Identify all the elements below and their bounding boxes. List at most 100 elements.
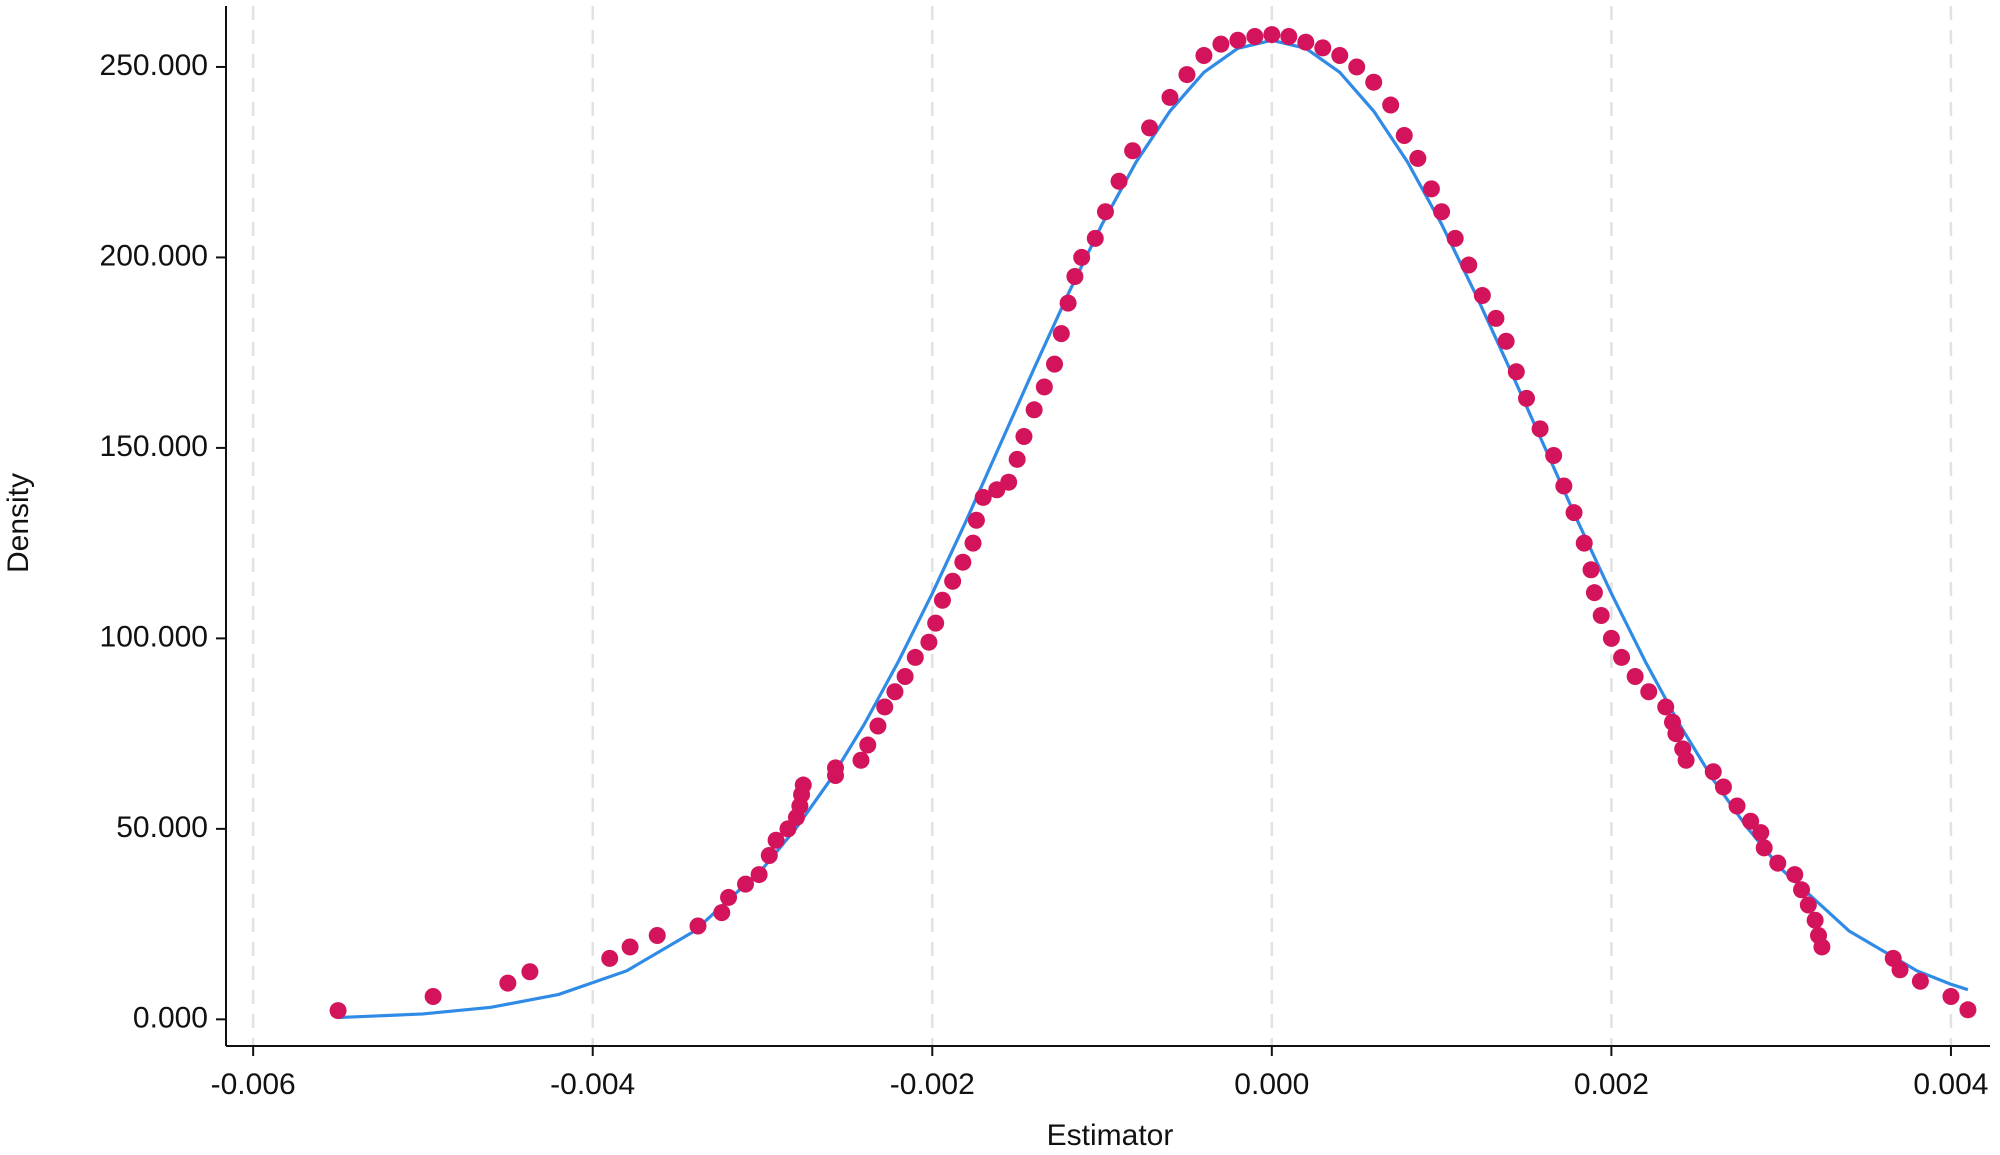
point bbox=[1769, 854, 1787, 872]
point bbox=[1096, 203, 1114, 221]
point bbox=[1786, 866, 1804, 884]
point bbox=[1066, 267, 1084, 285]
x-tick-label: -0.006 bbox=[211, 1068, 296, 1101]
x-tick-label: 0.000 bbox=[1234, 1068, 1309, 1101]
point bbox=[1263, 26, 1281, 44]
point bbox=[1297, 33, 1315, 51]
point bbox=[1433, 203, 1451, 221]
y-tick-label: 150.000 bbox=[100, 430, 208, 463]
point bbox=[1942, 987, 1960, 1005]
point bbox=[767, 831, 785, 849]
y-tick-label: 50.000 bbox=[116, 811, 208, 844]
point bbox=[1497, 332, 1515, 350]
point bbox=[1657, 698, 1675, 716]
point bbox=[1667, 725, 1685, 743]
y-axis-label: Density bbox=[2, 473, 35, 573]
point bbox=[1613, 648, 1631, 666]
y-tick-label: 250.000 bbox=[100, 49, 208, 82]
point bbox=[601, 949, 619, 967]
point bbox=[794, 776, 812, 794]
point bbox=[1507, 363, 1525, 381]
point bbox=[1518, 389, 1536, 407]
point bbox=[944, 572, 962, 590]
point bbox=[1141, 119, 1159, 137]
point bbox=[886, 683, 904, 701]
point bbox=[1161, 88, 1179, 106]
point bbox=[974, 488, 992, 506]
point bbox=[1422, 180, 1440, 198]
point bbox=[1602, 629, 1620, 647]
point bbox=[927, 614, 945, 632]
point bbox=[967, 511, 985, 529]
point bbox=[1728, 797, 1746, 815]
point bbox=[1640, 683, 1658, 701]
point bbox=[1212, 35, 1230, 53]
point bbox=[896, 667, 914, 685]
point bbox=[964, 534, 982, 552]
point bbox=[1714, 778, 1732, 796]
point bbox=[1395, 127, 1413, 145]
point bbox=[521, 963, 539, 981]
point bbox=[1891, 961, 1909, 979]
point bbox=[1626, 667, 1644, 685]
y-tick-label: 100.000 bbox=[100, 620, 208, 653]
point bbox=[1035, 378, 1053, 396]
point bbox=[329, 1002, 347, 1020]
x-tick-label: -0.004 bbox=[550, 1068, 635, 1101]
x-tick-label: 0.004 bbox=[1913, 1068, 1988, 1101]
y-tick-label: 200.000 bbox=[100, 239, 208, 272]
point bbox=[1531, 420, 1549, 438]
point bbox=[760, 847, 778, 865]
y-tick-label: 0.000 bbox=[133, 1001, 208, 1034]
point bbox=[1704, 763, 1722, 781]
point bbox=[1460, 256, 1478, 274]
point bbox=[1487, 309, 1505, 327]
point bbox=[1229, 31, 1247, 49]
point bbox=[1793, 881, 1811, 899]
point bbox=[689, 917, 707, 935]
point bbox=[737, 875, 755, 893]
point bbox=[859, 736, 877, 754]
point bbox=[713, 904, 731, 922]
point bbox=[1582, 561, 1600, 579]
point bbox=[906, 648, 924, 666]
point bbox=[1025, 401, 1043, 419]
point bbox=[1059, 294, 1077, 312]
point bbox=[1314, 39, 1332, 57]
point bbox=[1052, 325, 1070, 343]
point bbox=[648, 927, 666, 945]
point bbox=[876, 698, 894, 716]
point bbox=[621, 938, 639, 956]
point bbox=[852, 751, 870, 769]
point bbox=[1565, 504, 1583, 522]
point bbox=[1382, 96, 1400, 114]
point bbox=[1799, 896, 1817, 914]
point bbox=[1008, 450, 1026, 468]
point bbox=[1331, 47, 1349, 65]
point bbox=[1911, 972, 1929, 990]
point bbox=[933, 591, 951, 609]
point bbox=[1348, 58, 1366, 76]
point bbox=[1110, 172, 1128, 190]
point bbox=[1409, 149, 1427, 167]
x-tick-label: -0.002 bbox=[890, 1068, 975, 1101]
point bbox=[1585, 584, 1603, 602]
point bbox=[1555, 477, 1573, 495]
point bbox=[1959, 1001, 1977, 1019]
point bbox=[1046, 355, 1064, 373]
point bbox=[750, 866, 768, 884]
point bbox=[1195, 47, 1213, 65]
point bbox=[954, 553, 972, 571]
point bbox=[827, 759, 845, 777]
point bbox=[1677, 751, 1695, 769]
point bbox=[1806, 911, 1824, 929]
point bbox=[1742, 812, 1760, 830]
point bbox=[1124, 142, 1142, 160]
point bbox=[499, 974, 517, 992]
point bbox=[1752, 824, 1770, 842]
point bbox=[1000, 473, 1018, 491]
x-tick-label: 0.002 bbox=[1574, 1068, 1649, 1101]
point bbox=[920, 633, 938, 651]
point bbox=[1280, 27, 1298, 45]
